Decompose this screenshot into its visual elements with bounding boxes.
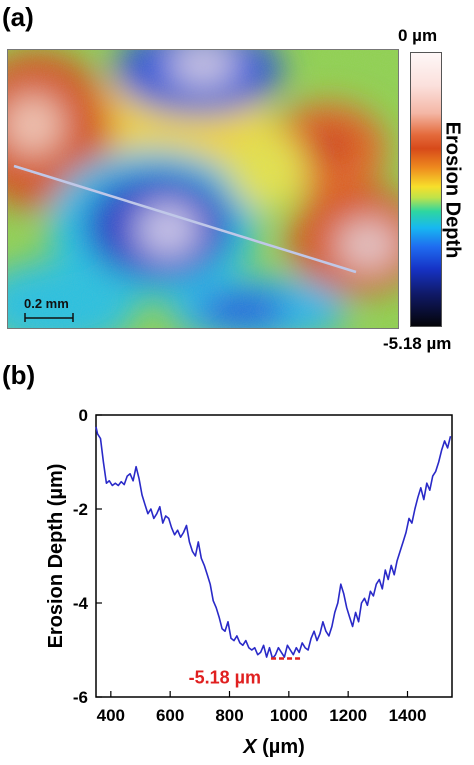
y-tick-label: 0 — [79, 406, 88, 425]
panel-a-label: (a) — [2, 2, 34, 32]
colorbar-max-label: 0 µm — [398, 26, 438, 45]
y-tick-label: -6 — [73, 688, 88, 707]
panel-b-label: (b) — [2, 360, 36, 390]
erosion-depth-map — [7, 49, 399, 329]
x-tick-label: 1200 — [329, 706, 367, 725]
x-tick-label: 800 — [215, 706, 243, 725]
map-texture — [8, 50, 398, 328]
y-tick-label: -4 — [73, 594, 89, 613]
x-axis-label: X (µm) — [242, 736, 305, 758]
depth-profile-line — [95, 426, 452, 660]
colorbar-title: Erosion Depth — [441, 121, 464, 259]
x-tick-label: 600 — [156, 706, 184, 725]
x-tick-label: 400 — [97, 706, 125, 725]
minimum-depth-annotation: -5.18 µm — [189, 667, 261, 687]
colorbar-min-label: -5.18 µm — [383, 334, 452, 353]
scalebar-label: 0.2 mm — [24, 296, 69, 311]
x-tick-label: 1400 — [389, 706, 427, 725]
colorbar — [410, 52, 442, 327]
depth-profile-chart: 400 600 800 1000 1200 1400 0 -2 -4 -6 -5.18 µm X (µ… — [45, 406, 453, 758]
x-tick-label: 1000 — [270, 706, 308, 725]
y-tick-label: -2 — [73, 500, 88, 519]
y-axis-label: Erosion Depth (µm) — [45, 464, 67, 649]
plot-frame — [95, 414, 453, 698]
profile-line — [13, 164, 357, 274]
